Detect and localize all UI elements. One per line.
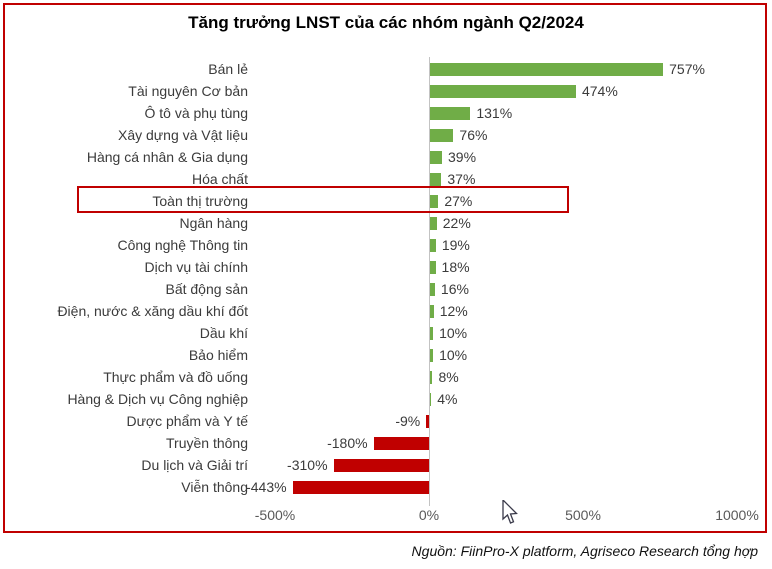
category-label: Bán lẻ <box>208 61 248 77</box>
bar-row: Dầu khí 10% <box>0 322 772 344</box>
value-label: -9% <box>395 413 421 429</box>
bar-row: Bảo hiểm 10% <box>0 344 772 366</box>
category-label: Hóa chất <box>191 171 248 187</box>
value-label: -310% <box>287 457 328 473</box>
value-label: -180% <box>327 435 368 451</box>
category-label: Ô tô và phụ tùng <box>144 105 248 121</box>
zero-axis-tick <box>429 500 430 506</box>
value-label: 76% <box>459 127 488 143</box>
bar-plot-area: Bán lẻ 757% Tài nguyên Cơ bản 474% Ô tô và p… <box>0 58 772 498</box>
value-label: 131% <box>476 105 513 121</box>
bar-row: Bất động sản 16% <box>0 278 772 300</box>
x-tick-label: 0% <box>418 507 440 523</box>
bar-row: Bán lẻ 757% <box>0 58 772 80</box>
bar-row: Toàn thị trường 27% <box>0 190 772 212</box>
highlight-box <box>77 186 569 213</box>
positive-bar <box>430 217 437 230</box>
bar-row: Xây dựng và Vật liệu 76% <box>0 124 772 146</box>
category-label: Viễn thông <box>181 479 248 495</box>
positive-bar <box>430 195 439 208</box>
positive-bar <box>430 151 442 164</box>
value-label: 757% <box>669 61 705 77</box>
category-label: Thực phẩm và đồ uống <box>103 369 248 385</box>
bar-row: Ngân hàng 22% <box>0 212 772 234</box>
bar-row: Tài nguyên Cơ bản 474% <box>0 80 772 102</box>
positive-bar <box>430 63 664 76</box>
bar-row: Hàng cá nhân & Gia dụng 39% <box>0 146 772 168</box>
bar-row: Ô tô và phụ tùng 131% <box>0 102 772 124</box>
bar-row: Dược phẩm và Y tế -9% <box>0 410 772 432</box>
zero-axis-line <box>429 57 430 500</box>
value-label: 8% <box>438 369 459 385</box>
bar-row: Truyền thông -180% <box>0 432 772 454</box>
bar-row: Hàng & Dịch vụ Công nghiệp 4% <box>0 388 772 410</box>
value-label: 27% <box>444 193 473 209</box>
value-label: 16% <box>440 281 469 297</box>
category-label: Dịch vụ tài chính <box>144 259 249 275</box>
bar-row: Du lịch và Giải trí -310% <box>0 454 772 476</box>
category-label: Ngân hàng <box>179 215 248 231</box>
category-label: Công nghệ Thông tin <box>117 237 248 253</box>
negative-bar <box>292 481 429 494</box>
x-tick-label: 1000% <box>715 507 759 523</box>
value-label: 37% <box>447 171 476 187</box>
x-tick-label: -500% <box>254 507 296 523</box>
value-label: 10% <box>439 325 468 341</box>
bar-row: Dịch vụ tài chính 18% <box>0 256 772 278</box>
value-label: -443% <box>246 479 287 495</box>
negative-bar <box>373 437 429 450</box>
value-label: 19% <box>441 237 470 253</box>
bar-row: Viễn thông -443% <box>0 476 772 498</box>
bar-row: Điện, nước & xăng dầu khí đốt 12% <box>0 300 772 322</box>
positive-bar <box>430 85 576 98</box>
value-label: 12% <box>439 303 468 319</box>
positive-bar <box>430 107 471 120</box>
category-label: Hàng & Dịch vụ Công nghiệp <box>67 391 248 407</box>
value-label: 474% <box>581 83 618 99</box>
category-label: Dầu khí <box>199 325 248 341</box>
category-label: Bảo hiểm <box>188 347 248 363</box>
bar-row: Hóa chất 37% <box>0 168 772 190</box>
positive-bar <box>430 283 435 296</box>
positive-bar <box>430 371 433 384</box>
value-label: 10% <box>439 347 468 363</box>
positive-bar <box>430 173 442 186</box>
value-label: 4% <box>437 391 458 407</box>
value-label: 18% <box>441 259 470 275</box>
category-label: Hàng cá nhân & Gia dụng <box>86 149 248 165</box>
x-tick-label: 500% <box>565 507 601 523</box>
category-label: Toàn thị trường <box>152 193 248 209</box>
positive-bar <box>430 129 454 142</box>
chart-title: Tăng trưởng LNST của các nhóm ngành Q2/2… <box>188 13 584 32</box>
positive-bar <box>430 349 434 362</box>
category-label: Dược phẩm và Y tế <box>126 413 248 429</box>
category-label: Du lịch và Giải trí <box>141 457 248 473</box>
source-note: Nguồn: FiinPro-X platform, Agriseco Rese… <box>411 543 758 559</box>
category-label: Xây dựng và Vật liệu <box>117 127 248 143</box>
positive-bar <box>430 327 434 340</box>
bar-row: Thực phẩm và đồ uống 8% <box>0 366 772 388</box>
mouse-cursor-icon <box>502 500 518 524</box>
bar-row: Công nghệ Thông tin 19% <box>0 234 772 256</box>
category-label: Truyền thông <box>166 435 248 451</box>
category-label: Điện, nước & xăng dầu khí đốt <box>57 303 248 319</box>
value-label: 22% <box>442 215 471 231</box>
value-label: 39% <box>448 149 477 165</box>
positive-bar <box>430 239 436 252</box>
negative-bar <box>333 459 429 472</box>
positive-bar <box>430 305 434 318</box>
category-label: Bất động sản <box>165 281 248 297</box>
positive-bar <box>430 261 436 274</box>
negative-bar <box>426 415 429 428</box>
positive-bar <box>430 393 432 406</box>
category-label: Tài nguyên Cơ bản <box>128 83 248 99</box>
